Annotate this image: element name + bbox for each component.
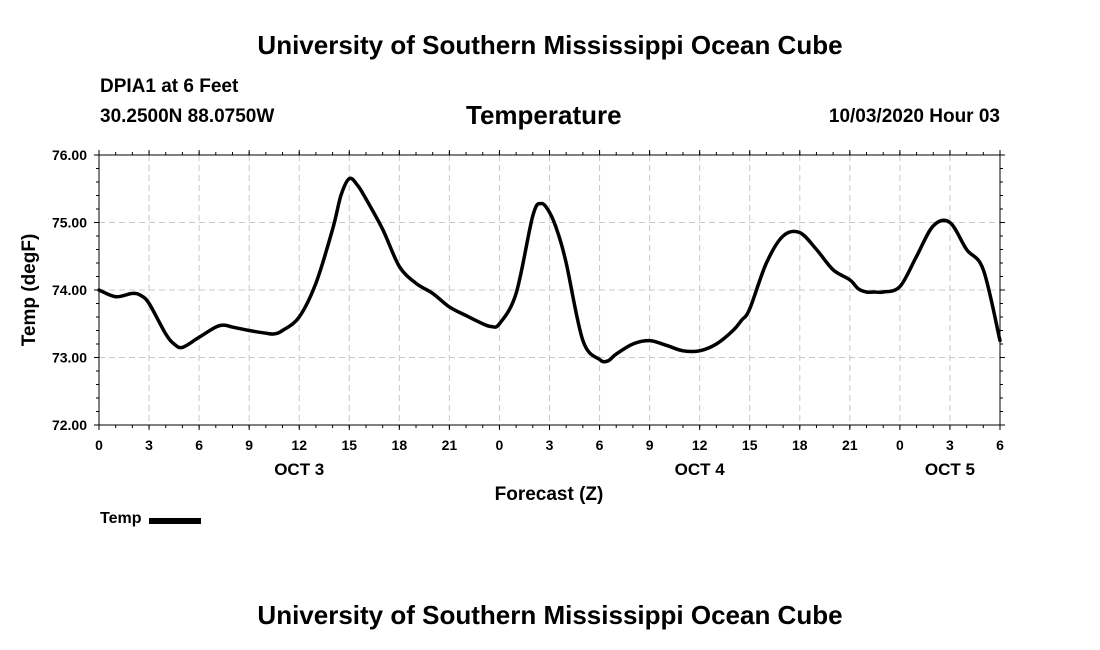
chart-title: Temperature bbox=[466, 100, 622, 130]
y-tick-label: 76.00 bbox=[52, 147, 87, 163]
x-tick-label: 12 bbox=[692, 437, 708, 453]
x-tick-label: 6 bbox=[996, 437, 1004, 453]
day-label: OCT 3 bbox=[274, 460, 324, 479]
x-tick-label: 21 bbox=[842, 437, 858, 453]
y-tick-label: 75.00 bbox=[52, 215, 87, 231]
y-tick-label: 74.00 bbox=[52, 282, 87, 298]
page-title: University of Southern Mississippi Ocean… bbox=[257, 30, 843, 60]
x-tick-label: 9 bbox=[646, 437, 654, 453]
x-tick-label: 6 bbox=[596, 437, 604, 453]
station-name: DPIA1 at 6 Feet bbox=[100, 76, 239, 97]
x-tick-label: 12 bbox=[291, 437, 307, 453]
y-tick-label: 73.00 bbox=[52, 350, 87, 366]
x-tick-label: 0 bbox=[496, 437, 504, 453]
x-tick-label: 0 bbox=[95, 437, 103, 453]
x-tick-label: 18 bbox=[792, 437, 808, 453]
x-tick-label: 15 bbox=[341, 437, 357, 453]
x-tick-label: 3 bbox=[145, 437, 153, 453]
legend-line-swatch bbox=[149, 517, 202, 524]
x-tick-label: 3 bbox=[946, 437, 954, 453]
x-tick-label: 3 bbox=[546, 437, 554, 453]
day-label: OCT 5 bbox=[925, 460, 975, 479]
station-coordinates: 30.2500N 88.0750W bbox=[100, 106, 275, 127]
legend: Temp bbox=[100, 510, 202, 528]
y-axis-label: Temp (degF) bbox=[19, 234, 40, 347]
x-tick-label: 21 bbox=[442, 437, 458, 453]
legend-label: Temp bbox=[100, 510, 142, 527]
x-tick-label: 9 bbox=[245, 437, 253, 453]
x-tick-label: 0 bbox=[896, 437, 904, 453]
x-tick-label: 15 bbox=[742, 437, 758, 453]
x-tick-label: 6 bbox=[195, 437, 203, 453]
day-label: OCT 4 bbox=[675, 460, 726, 479]
y-tick-label: 72.00 bbox=[52, 417, 87, 433]
footer-title: University of Southern Mississippi Ocean… bbox=[257, 600, 843, 630]
series-line-temp bbox=[97, 176, 1002, 364]
x-axis-label: Forecast (Z) bbox=[495, 484, 604, 505]
forecast-timestamp: 10/03/2020 Hour 03 bbox=[828, 106, 1000, 127]
x-tick-label: 18 bbox=[392, 437, 408, 453]
